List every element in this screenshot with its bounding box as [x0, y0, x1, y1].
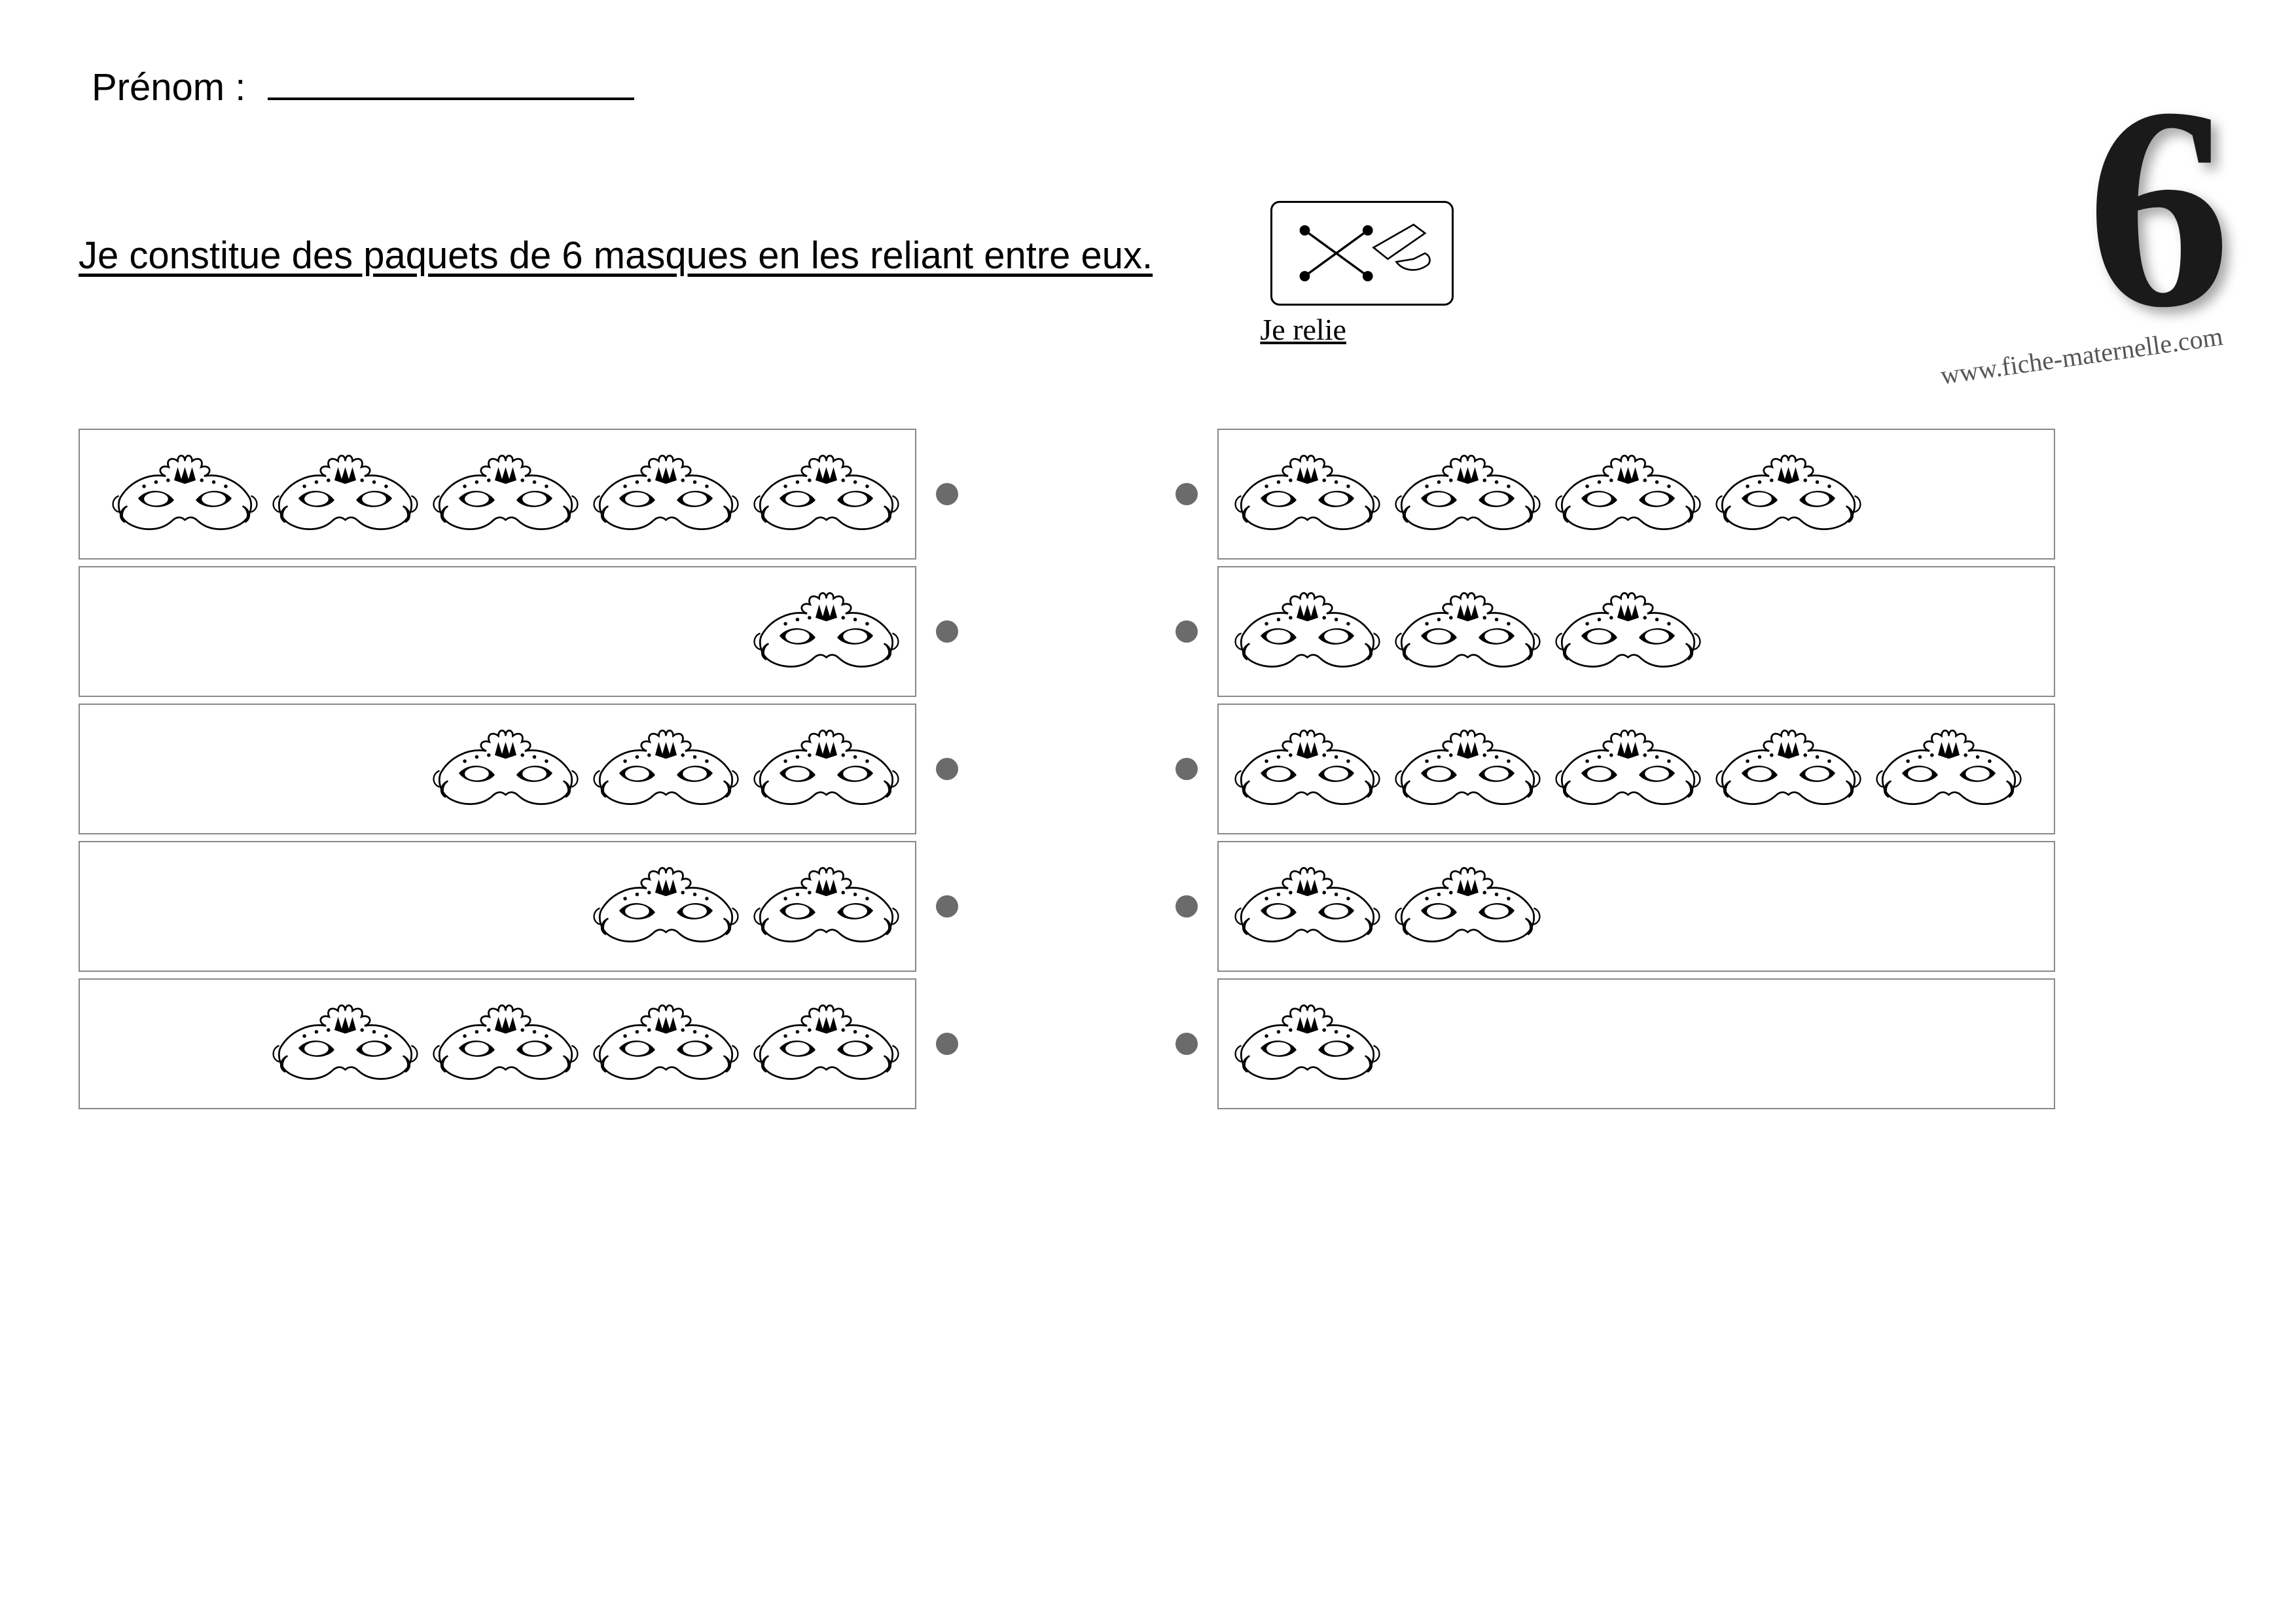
mask-icon [1551, 720, 1705, 818]
instruction-row: Je constitue des paquets de 6 masques en… [79, 201, 2217, 347]
mask-cell [79, 841, 916, 972]
mask-cell [1217, 978, 2055, 1109]
connect-dot[interactable] [1175, 895, 1198, 918]
mask-cell [1217, 429, 2055, 560]
mask-cell [1217, 841, 2055, 972]
instruction-text: Je constitue des paquets de 6 masques en… [79, 234, 1153, 277]
mask-icon [1230, 445, 1384, 543]
mask-cell [79, 704, 916, 834]
connect-dot[interactable] [936, 620, 958, 643]
mask-cell [1217, 566, 2055, 697]
right-column [1152, 425, 2055, 1113]
name-label: Prénom : [92, 66, 245, 109]
mask-icon [268, 445, 422, 543]
mask-cell [79, 429, 916, 560]
connect-dot[interactable] [936, 1033, 958, 1055]
connect-icon-label: Je relie [1153, 312, 1454, 347]
row-left-3[interactable] [79, 838, 982, 975]
mask-icon [1230, 857, 1384, 955]
mask-icon [749, 445, 903, 543]
mask-icon [1391, 582, 1545, 681]
connect-dot[interactable] [1175, 1033, 1198, 1055]
mask-cell [79, 978, 916, 1109]
row-left-4[interactable] [79, 975, 982, 1113]
mask-icon [749, 995, 903, 1093]
mask-icon [589, 995, 743, 1093]
mask-icon [1551, 445, 1705, 543]
mask-cell [1217, 704, 2055, 834]
row-right-2[interactable] [1152, 700, 2055, 838]
mask-icon [589, 857, 743, 955]
mask-icon [1872, 720, 2026, 818]
worksheet-grid [79, 425, 2217, 1113]
mask-icon [1391, 445, 1545, 543]
mask-icon [749, 857, 903, 955]
mask-cell [79, 566, 916, 697]
connect-dot[interactable] [1175, 483, 1198, 505]
mask-icon [1230, 582, 1384, 681]
row-left-1[interactable] [79, 563, 982, 700]
mask-icon [429, 445, 583, 543]
mask-icon [1230, 995, 1384, 1093]
row-right-3[interactable] [1152, 838, 2055, 975]
mask-icon [108, 445, 262, 543]
row-left-0[interactable] [79, 425, 982, 563]
name-field[interactable]: Prénom : [92, 65, 2217, 109]
row-right-0[interactable] [1152, 425, 2055, 563]
mask-icon [749, 582, 903, 681]
mask-icon [1391, 720, 1545, 818]
row-left-2[interactable] [79, 700, 982, 838]
row-right-4[interactable] [1152, 975, 2055, 1113]
connect-dot[interactable] [936, 758, 958, 780]
mask-icon [268, 995, 422, 1093]
connect-dot[interactable] [936, 483, 958, 505]
mask-icon [429, 720, 583, 818]
connect-dot[interactable] [936, 895, 958, 918]
mask-icon [429, 995, 583, 1093]
mask-icon [749, 720, 903, 818]
mask-icon [1391, 857, 1545, 955]
mask-icon [1230, 720, 1384, 818]
mask-icon [589, 720, 743, 818]
mask-icon [1712, 445, 1865, 543]
row-right-1[interactable] [1152, 563, 2055, 700]
mask-icon [1551, 582, 1705, 681]
left-column [79, 425, 982, 1113]
connect-dots-icon [1270, 201, 1454, 306]
connect-icon-group: Je relie [1153, 201, 1454, 347]
connect-dot[interactable] [1175, 620, 1198, 643]
mask-icon [589, 445, 743, 543]
connect-dot[interactable] [1175, 758, 1198, 780]
mask-icon [1712, 720, 1865, 818]
name-blank[interactable] [268, 98, 634, 100]
big-number-six: 6 [2087, 79, 2231, 338]
